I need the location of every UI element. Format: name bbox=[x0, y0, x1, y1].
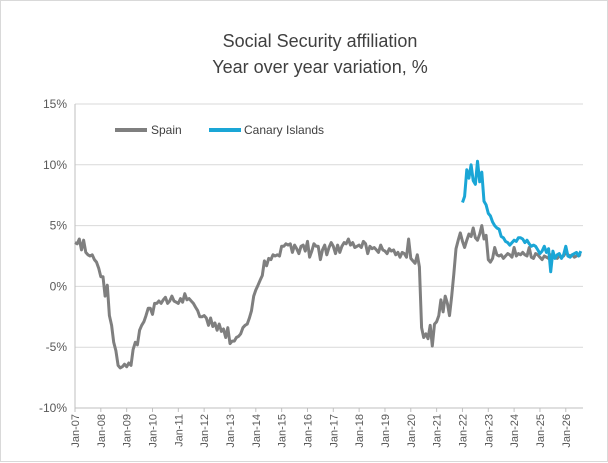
y-tick-label: -5% bbox=[46, 340, 68, 354]
x-tick-label: Jan-08 bbox=[96, 414, 108, 448]
series-line-canary-islands bbox=[461, 159, 583, 274]
legend-label-canary-islands: Canary Islands bbox=[244, 123, 324, 137]
y-axis-ticks: -10% -5% 0% 5% 10% 15% bbox=[39, 97, 67, 415]
x-axis-ticks: Jan-07 Jan-08 Jan-09 Jan-10 Jan-11 Jan-12 Jan-… bbox=[70, 408, 573, 448]
y-tick-label: 15% bbox=[43, 97, 67, 111]
x-tick-label: Jan-26 bbox=[561, 414, 573, 448]
x-tick-label: Jan-13 bbox=[225, 414, 237, 448]
x-tick-label: Jan-20 bbox=[406, 414, 418, 448]
series-line-spain bbox=[74, 224, 582, 370]
legend-label-spain: Spain bbox=[151, 123, 182, 137]
x-tick-label: Jan-24 bbox=[509, 414, 521, 448]
x-tick-label: Jan-14 bbox=[251, 414, 263, 448]
y-tick-label: 5% bbox=[50, 219, 68, 233]
x-tick-label: Jan-18 bbox=[354, 414, 366, 448]
x-tick-label: Jan-22 bbox=[457, 414, 469, 448]
x-tick-label: Jan-25 bbox=[535, 414, 547, 448]
x-tick-label: Jan-07 bbox=[70, 414, 82, 448]
x-tick-label: Jan-17 bbox=[328, 414, 340, 448]
grid-lines bbox=[74, 103, 583, 409]
chart-title: Social Security affiliation bbox=[223, 31, 418, 51]
y-tick-label: 10% bbox=[43, 158, 67, 172]
x-tick-label: Jan-09 bbox=[122, 414, 134, 448]
x-tick-label: Jan-11 bbox=[173, 414, 185, 447]
chart-subtitle: Year over year variation, % bbox=[212, 57, 427, 77]
legend: Spain Canary Islands bbox=[115, 123, 324, 137]
series-lines bbox=[74, 159, 583, 370]
y-tick-label: -10% bbox=[39, 401, 67, 415]
x-tick-label: Jan-12 bbox=[199, 414, 211, 448]
x-tick-label: Jan-23 bbox=[483, 414, 495, 448]
x-tick-label: Jan-10 bbox=[147, 414, 159, 448]
y-tick-label: 0% bbox=[50, 279, 68, 293]
x-tick-label: Jan-15 bbox=[277, 414, 289, 448]
x-tick-label: Jan-16 bbox=[302, 414, 314, 448]
x-tick-label: Jan-21 bbox=[432, 414, 444, 448]
x-tick-label: Jan-19 bbox=[380, 414, 392, 448]
